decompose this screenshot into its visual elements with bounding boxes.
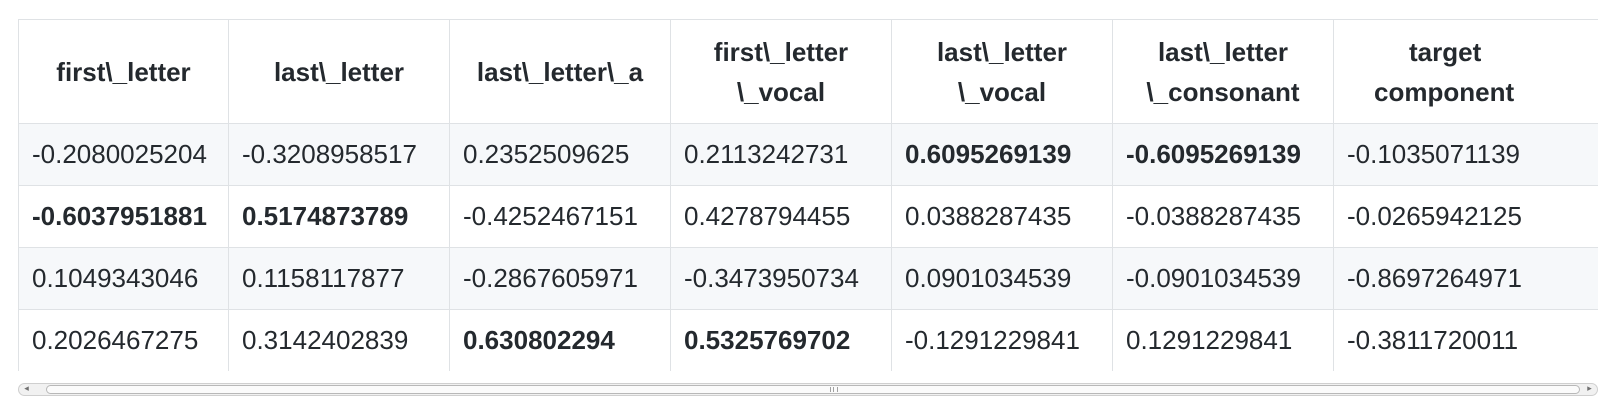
table-cell: 0.6095269139 <box>891 123 1113 186</box>
table-cell: 0.2113242731 <box>670 123 892 186</box>
data-table: first\_letter last\_letter last\_letter\… <box>18 19 1598 371</box>
table-cell: -0.3208958517 <box>228 123 450 186</box>
column-header: first\_letter \_vocal <box>670 19 892 124</box>
table-cell: -0.1291229841 <box>891 309 1113 371</box>
table-cell: -0.6095269139 <box>1112 123 1334 186</box>
table-cell: -0.0901034539 <box>1112 247 1334 310</box>
table-cell: 0.0388287435 <box>891 185 1113 248</box>
table-cell: -0.0265942125 <box>1333 185 1598 248</box>
scroll-left-arrow-icon[interactable]: ◂ <box>24 384 29 394</box>
table-cell: 0.1049343046 <box>18 247 229 310</box>
table-cell: 0.5325769702 <box>670 309 892 371</box>
table-cell: -0.6037951881 <box>18 185 229 248</box>
table-cell: 0.1158117877 <box>228 247 450 310</box>
column-header: last\_letter <box>228 19 450 124</box>
table-cell: 0.2026467275 <box>18 309 229 371</box>
table-cell: 0.630802294 <box>449 309 671 371</box>
table-cell: -0.3811720011 <box>1333 309 1598 371</box>
column-header: last\_letter\_a <box>449 19 671 124</box>
table-row: -0.6037951881 0.5174873789 -0.4252467151… <box>18 185 1598 248</box>
table-cell: 0.3142402839 <box>228 309 450 371</box>
column-header: first\_letter <box>18 19 229 124</box>
table-cell: -0.2080025204 <box>18 123 229 186</box>
table-cell: 0.0901034539 <box>891 247 1113 310</box>
table-cell: 0.1291229841 <box>1112 309 1334 371</box>
column-header: last\_letter \_consonant <box>1112 19 1334 124</box>
table-row: -0.2080025204 -0.3208958517 0.2352509625… <box>18 123 1598 186</box>
scroll-right-arrow-icon[interactable]: ▸ <box>1587 384 1592 394</box>
horizontal-scrollbar[interactable]: ◂ ▸ <box>18 381 1598 397</box>
table-cell: -0.3473950734 <box>670 247 892 310</box>
table-cell: 0.4278794455 <box>670 185 892 248</box>
table-cell: -0.4252467151 <box>449 185 671 248</box>
table-cell: 0.5174873789 <box>228 185 450 248</box>
table-cell: 0.2352509625 <box>449 123 671 186</box>
table-cell: -0.8697264971 <box>1333 247 1598 310</box>
table-header-row: first\_letter last\_letter last\_letter\… <box>18 19 1598 124</box>
table-row: 0.1049343046 0.1158117877 -0.2867605971 … <box>18 247 1598 310</box>
scrollbar-grip-icon <box>830 387 838 392</box>
column-header: last\_letter \_vocal <box>891 19 1113 124</box>
table-cell: -0.0388287435 <box>1112 185 1334 248</box>
column-header: target component <box>1333 19 1598 124</box>
table-row: 0.2026467275 0.3142402839 0.630802294 0.… <box>18 309 1598 371</box>
table-container: first\_letter last\_letter last\_letter\… <box>18 19 1598 371</box>
table-cell: -0.2867605971 <box>449 247 671 310</box>
table-cell: -0.1035071139 <box>1333 123 1598 186</box>
scrollbar-thumb[interactable] <box>46 385 1580 394</box>
